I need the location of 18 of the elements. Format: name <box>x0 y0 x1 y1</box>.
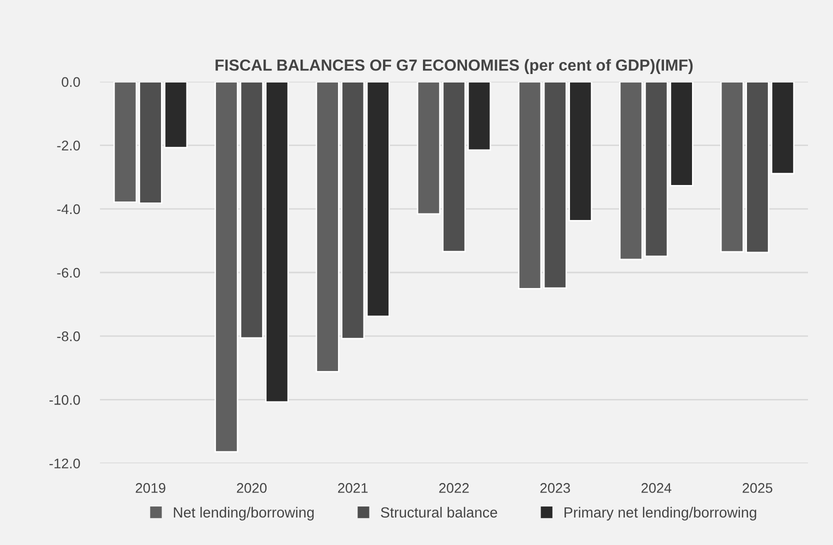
x-tick-label: 2019 <box>136 483 166 493</box>
x-tick-label: 2021 <box>338 483 368 493</box>
legend-label: Primary net lending/borrowing <box>564 506 756 520</box>
y-tick-label: -2.0 <box>57 140 80 151</box>
chart-title: FISCAL BALANCES OF G7 ECONOMIES (per cent of GDP)(IMF) <box>216 59 693 74</box>
y-tick-label: -4.0 <box>57 204 80 214</box>
x-tick-label: 2024 <box>642 483 672 493</box>
x-tick-label: 2020 <box>236 483 267 493</box>
y-tick-label: 0.0 <box>62 77 80 87</box>
y-tick-label: -6.0 <box>57 268 80 278</box>
x-tick-label: 2023 <box>540 483 570 493</box>
y-tick-label: -10.0 <box>49 395 80 405</box>
y-tick-label: -8.0 <box>57 331 80 342</box>
x-tick-label: 2022 <box>439 483 469 493</box>
legend-label: Structural balance <box>380 506 498 518</box>
y-tick-label: -12.0 <box>49 458 80 468</box>
legend-label: Net lending/borrowing <box>174 506 314 520</box>
x-tick-label: 2025 <box>742 483 772 493</box>
